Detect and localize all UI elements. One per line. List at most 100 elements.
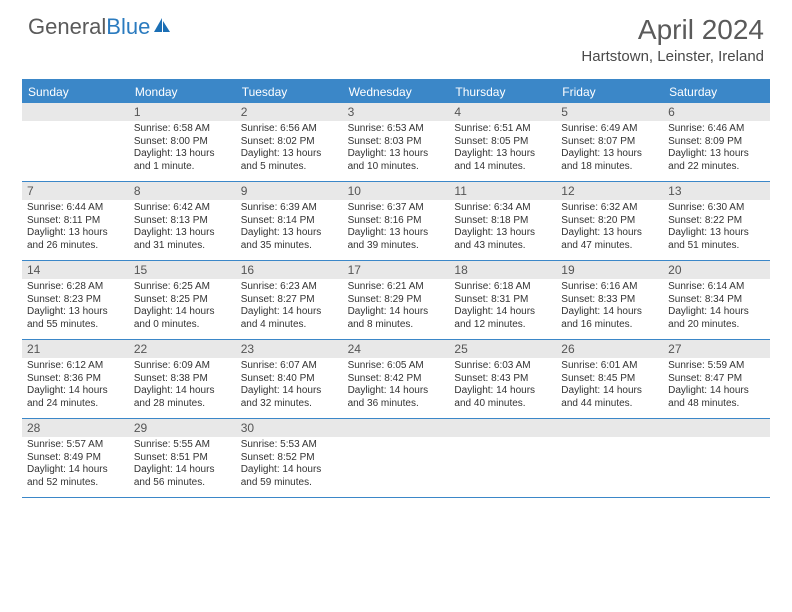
cell-body: Sunrise: 6:30 AMSunset: 8:22 PMDaylight:… — [663, 200, 770, 256]
cell-line: Sunset: 8:25 PM — [134, 294, 231, 307]
cell-line: Sunrise: 6:49 AM — [561, 123, 658, 136]
cell-line: Daylight: 14 hours and 36 minutes. — [348, 385, 445, 410]
cell-line: Sunrise: 6:28 AM — [27, 281, 124, 294]
cell-line: Daylight: 14 hours and 8 minutes. — [348, 306, 445, 331]
calendar-cell: 2Sunrise: 6:56 AMSunset: 8:02 PMDaylight… — [236, 103, 343, 181]
cell-line: Sunrise: 5:57 AM — [27, 439, 124, 452]
cell-line: Daylight: 13 hours and 26 minutes. — [27, 227, 124, 252]
cell-body: Sunrise: 6:39 AMSunset: 8:14 PMDaylight:… — [236, 200, 343, 256]
cell-line: Sunrise: 6:21 AM — [348, 281, 445, 294]
location-text: Hartstown, Leinster, Ireland — [581, 48, 764, 65]
date-number: 19 — [556, 261, 663, 279]
date-number: 26 — [556, 340, 663, 358]
header: GeneralBlue April 2024 Hartstown, Leinst… — [0, 0, 792, 73]
week-row: 28 Sunrise: 5:57 AMSunset: 8:49 PMDayligh… — [22, 419, 770, 498]
calendar-cell: 1Sunrise: 6:58 AMSunset: 8:00 PMDaylight… — [129, 103, 236, 181]
weeks-container: 1Sunrise: 6:58 AMSunset: 8:00 PMDaylight… — [22, 103, 770, 498]
date-number: 27 — [663, 340, 770, 358]
date-number: 4 — [449, 103, 556, 121]
cell-line: Sunset: 8:49 PM — [27, 452, 124, 465]
week-row: 14Sunrise: 6:28 AMSunset: 8:23 PMDayligh… — [22, 261, 770, 340]
cell-body: Sunrise: 6:53 AMSunset: 8:03 PMDaylight:… — [343, 121, 450, 177]
date-number: 7 — [22, 182, 129, 200]
cell-body: Sunrise: 6:09 AMSunset: 8:38 PMDaylight:… — [129, 358, 236, 414]
calendar-cell: 18Sunrise: 6:18 AMSunset: 8:31 PMDayligh… — [449, 261, 556, 339]
cell-line: Sunrise: 6:58 AM — [134, 123, 231, 136]
cell-line: Daylight: 13 hours and 10 minutes. — [348, 148, 445, 173]
cell-line: Sunrise: 6:42 AM — [134, 202, 231, 215]
calendar-cell: 8Sunrise: 6:42 AMSunset: 8:13 PMDaylight… — [129, 182, 236, 260]
cell-body: Sunrise: 6:05 AMSunset: 8:42 PMDaylight:… — [343, 358, 450, 414]
calendar-cell: 17Sunrise: 6:21 AMSunset: 8:29 PMDayligh… — [343, 261, 450, 339]
cell-line: Daylight: 14 hours and 16 minutes. — [561, 306, 658, 331]
cell-line: Sunrise: 6:07 AM — [241, 360, 338, 373]
cell-line: Sunset: 8:02 PM — [241, 136, 338, 149]
cell-body: Sunrise: 6:56 AMSunset: 8:02 PMDaylight:… — [236, 121, 343, 177]
day-headers-row: SundayMondayTuesdayWednesdayThursdayFrid… — [22, 81, 770, 103]
cell-body — [22, 121, 129, 177]
cell-line: Daylight: 14 hours and 20 minutes. — [668, 306, 765, 331]
cell-line: Sunrise: 6:39 AM — [241, 202, 338, 215]
cell-line: Sunset: 8:03 PM — [348, 136, 445, 149]
date-number: 5 — [556, 103, 663, 121]
cell-line: Sunrise: 5:59 AM — [668, 360, 765, 373]
cell-line: Sunset: 8:20 PM — [561, 215, 658, 228]
calendar-cell: 7Sunrise: 6:44 AMSunset: 8:11 PMDaylight… — [22, 182, 129, 260]
cell-line: Daylight: 13 hours and 18 minutes. — [561, 148, 658, 173]
cell-body: Sunrise: 6:37 AMSunset: 8:16 PMDaylight:… — [343, 200, 450, 256]
cell-line: Sunrise: 6:53 AM — [348, 123, 445, 136]
cell-body: Sunrise: 6:46 AMSunset: 8:09 PMDaylight:… — [663, 121, 770, 177]
date-number: 24 — [343, 340, 450, 358]
cell-line: Daylight: 13 hours and 14 minutes. — [454, 148, 551, 173]
cell-body: Sunrise: 6:01 AMSunset: 8:45 PMDaylight:… — [556, 358, 663, 414]
cell-line: Sunrise: 6:34 AM — [454, 202, 551, 215]
cell-line: Sunset: 8:27 PM — [241, 294, 338, 307]
calendar-cell: 26Sunrise: 6:01 AMSunset: 8:45 PMDayligh… — [556, 340, 663, 418]
date-number: 11 — [449, 182, 556, 200]
cell-line: Daylight: 14 hours and 52 minutes. — [27, 464, 124, 489]
cell-line: Daylight: 13 hours and 1 minute. — [134, 148, 231, 173]
cell-line: Daylight: 14 hours and 28 minutes. — [134, 385, 231, 410]
cell-line: Daylight: 14 hours and 4 minutes. — [241, 306, 338, 331]
cell-body — [449, 437, 556, 493]
date-number: 10 — [343, 182, 450, 200]
date-number: 28 — [22, 419, 129, 437]
calendar-cell: 10Sunrise: 6:37 AMSunset: 8:16 PMDayligh… — [343, 182, 450, 260]
cell-body: Sunrise: 5:59 AMSunset: 8:47 PMDaylight:… — [663, 358, 770, 414]
cell-line: Sunset: 8:29 PM — [348, 294, 445, 307]
cell-line: Sunrise: 6:03 AM — [454, 360, 551, 373]
date-number: 23 — [236, 340, 343, 358]
day-header: Saturday — [663, 81, 770, 103]
cell-line: Daylight: 13 hours and 22 minutes. — [668, 148, 765, 173]
cell-body: Sunrise: 6:58 AMSunset: 8:00 PMDaylight:… — [129, 121, 236, 177]
cell-line: Sunrise: 5:53 AM — [241, 439, 338, 452]
week-row: 7Sunrise: 6:44 AMSunset: 8:11 PMDaylight… — [22, 182, 770, 261]
date-number: 18 — [449, 261, 556, 279]
cell-line: Daylight: 14 hours and 44 minutes. — [561, 385, 658, 410]
cell-body — [663, 437, 770, 493]
calendar-cell: 29Sunrise: 5:55 AMSunset: 8:51 PMDayligh… — [129, 419, 236, 497]
date-number: 22 — [129, 340, 236, 358]
cell-line: Sunrise: 6:18 AM — [454, 281, 551, 294]
date-number: 6 — [663, 103, 770, 121]
date-number: 8 — [129, 182, 236, 200]
cell-line: Daylight: 13 hours and 39 minutes. — [348, 227, 445, 252]
calendar-cell: 30Sunrise: 5:53 AMSunset: 8:52 PMDayligh… — [236, 419, 343, 497]
cell-line: Sunset: 8:42 PM — [348, 373, 445, 386]
cell-line: Sunrise: 6:23 AM — [241, 281, 338, 294]
cell-body: Sunrise: 6:23 AMSunset: 8:27 PMDaylight:… — [236, 279, 343, 335]
calendar-cell: 19Sunrise: 6:16 AMSunset: 8:33 PMDayligh… — [556, 261, 663, 339]
cell-line: Sunset: 8:23 PM — [27, 294, 124, 307]
cell-body: Sunrise: 5:53 AMSunset: 8:52 PMDaylight:… — [236, 437, 343, 493]
cell-line: Sunset: 8:40 PM — [241, 373, 338, 386]
cell-line: Daylight: 13 hours and 55 minutes. — [27, 306, 124, 331]
cell-line: Sunrise: 6:09 AM — [134, 360, 231, 373]
cell-body: Sunrise: 6:12 AMSunset: 8:36 PMDaylight:… — [22, 358, 129, 414]
cell-line: Sunset: 8:31 PM — [454, 294, 551, 307]
cell-body: Sunrise: 5:55 AMSunset: 8:51 PMDaylight:… — [129, 437, 236, 493]
cell-body: Sunrise: 6:32 AMSunset: 8:20 PMDaylight:… — [556, 200, 663, 256]
calendar-cell: 15Sunrise: 6:25 AMSunset: 8:25 PMDayligh… — [129, 261, 236, 339]
date-number: 16 — [236, 261, 343, 279]
cell-line: Sunrise: 6:51 AM — [454, 123, 551, 136]
title-block: April 2024 Hartstown, Leinster, Ireland — [581, 14, 764, 65]
